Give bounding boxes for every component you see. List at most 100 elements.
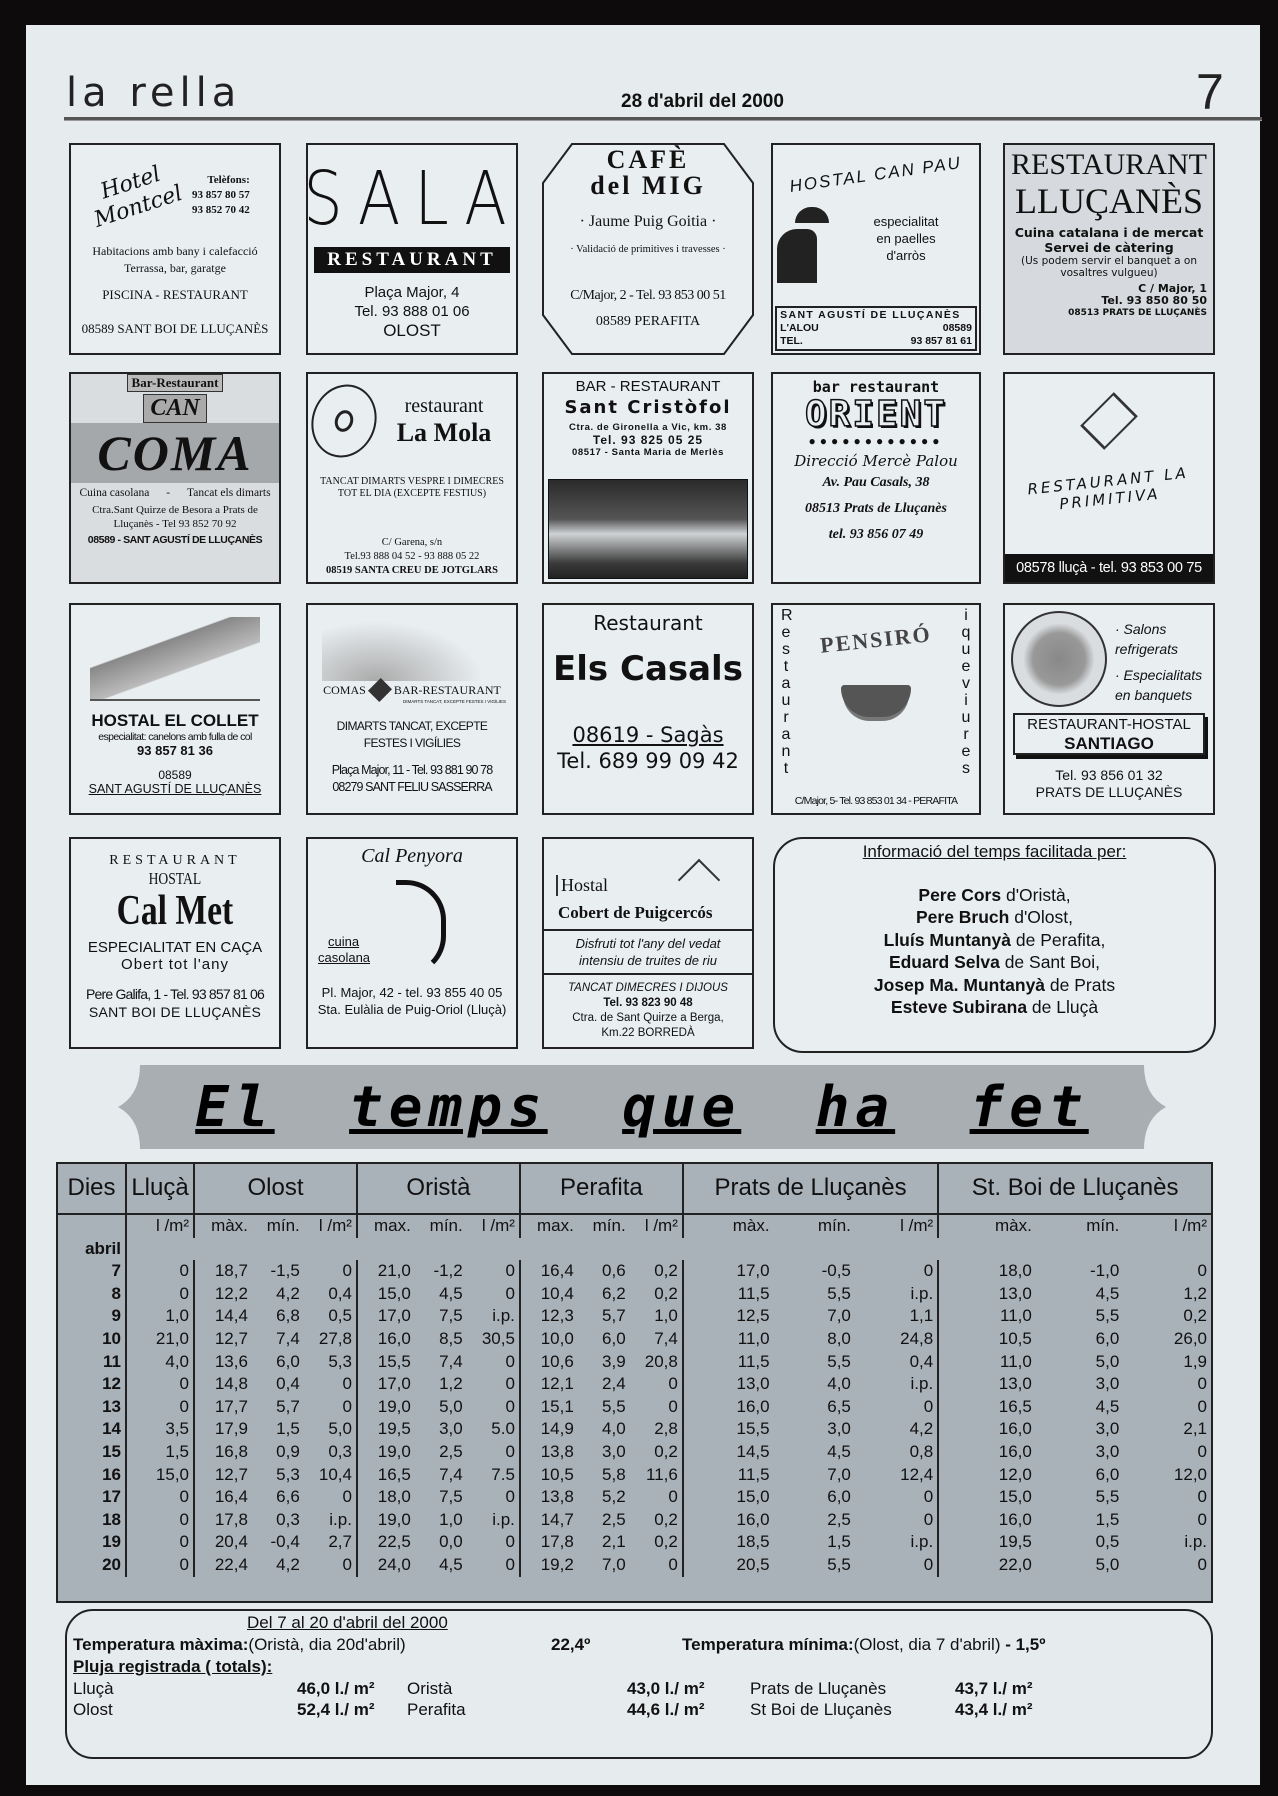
soup-bowl-icon [841,685,911,717]
value-cell: 17,0 [681,1260,774,1283]
value-cell: 12,4 [900,1464,934,1484]
ad-phone: Tel. 93 823 90 48 [603,997,693,1009]
weather-credits-box: Informació del temps facilitada per: Per… [773,837,1216,1053]
column-group-header: Perafita [518,1164,683,1215]
house-icon [677,858,721,902]
value-cell: 5,5 [827,1554,851,1574]
value-cell: 0,4 [276,1374,300,1394]
value-cell: 15,0 [937,1486,1036,1509]
ad-cal-met: RESTAURANT HOSTAL Cal Met ESPECIALITAT E… [69,837,281,1049]
column-subheader: l /m² [644,1216,678,1235]
value-cell: 12,0 [1173,1464,1207,1484]
value-cell: -0,5 [821,1261,851,1281]
value-cell: 4,5 [1095,1396,1120,1416]
value-cell: 0 [923,1396,934,1416]
credit-name: Lluís Muntanyà [883,929,1011,950]
ad-cafe-del-mig: CAFÈ del MIG · Jaume Puig Goitia · · Val… [542,143,754,355]
value-cell: 0 [342,1487,352,1507]
ad-line: en paelles [876,231,936,246]
value-cell: 10,4 [518,1282,578,1306]
value-cell: -1,5 [270,1261,300,1281]
value-cell: 16,5 [937,1395,1036,1419]
ad-phone: Tel. 93 825 05 25 [592,433,704,447]
column-subheader: l /m² [125,1214,194,1238]
table-row: 11 4,0 13,6 6,0 5,3 15,5 7,4 0 10,6 3,9 20,8 11,5 5,… [58,1350,1211,1374]
value-cell: 15,0 [681,1486,774,1509]
value-cell: 0 [668,1554,678,1574]
min-detail: (Olost, dia 7 d'abril) [853,1635,1001,1654]
value-cell: 10,6 [518,1350,578,1374]
value-cell: 2,7 [328,1532,352,1552]
weather-data-table: Dies Lluçà Olost Oristà Perafita Prats de Llu… [58,1164,1211,1597]
column-subheader: l /m² [900,1216,934,1235]
value-cell: 16,0 [681,1508,774,1532]
feature: · Salons refrigerats [1115,621,1179,657]
comas-label: COMAS [323,682,366,697]
max-detail: (Oristà, dia 20d'abril) [248,1635,406,1654]
ad-phone: 93 857 81 36 [137,743,213,758]
llucanes-title: RESTAURANT [1011,148,1207,181]
value-cell: 0 [125,1486,194,1509]
restaurant-arc-label: RESTAURANT [109,853,241,868]
credit-name: Josep Ma. Muntanyà [873,974,1046,995]
rain-value: 43,4 l./ m² [955,1700,1033,1719]
value-cell: 13,6 [193,1350,252,1374]
value-cell: 0 [505,1396,515,1416]
opening: Obert tot l'any [121,956,229,973]
rain-place: Prats de Lluçanès [750,1679,887,1698]
value-cell: 14,7 [518,1508,578,1532]
value-cell: 13,0 [937,1282,1036,1306]
value-cell: 16,5 [355,1463,415,1487]
value-cell: 16,0 [937,1440,1036,1464]
value-cell: 5,5 [1095,1306,1120,1326]
value-cell: -1,2 [433,1261,463,1281]
value-cell: 24,8 [900,1328,934,1348]
ad-address: C/ Garena, s/n [381,537,443,548]
value-cell: 0 [505,1441,515,1461]
day-cell: 9 [111,1306,121,1326]
octagon-frame [542,143,754,355]
value-cell: 6,6 [276,1487,300,1507]
value-cell: 16,4 [193,1486,252,1509]
day-cell: 13 [102,1396,121,1416]
value-cell: 1,5 [1095,1509,1120,1529]
value-cell: 19,5 [355,1418,415,1441]
ad-line: Cuina casolana [79,487,150,499]
ad-line: Cuina catalana i de mercat [1014,225,1204,240]
owner: · Jaume Puig Goitia · [579,213,717,230]
value-cell: i.p. [329,1509,352,1529]
value-cell: 3,0 [1095,1441,1120,1461]
ad-line: intensiu de truites de riu [578,953,718,968]
tel-label: TEL. [780,335,803,347]
ad-address: C/Major, 2 - Tel. 93 853 00 51 [570,288,726,303]
value-cell: 17,8 [518,1531,578,1554]
value-cell: 6,5 [827,1396,851,1416]
ad-sala-restaurant: SALA RESTAURANT Plaça Major, 4 Tel. 93 8… [306,143,518,355]
santiago-title: SANTIAGO [1064,734,1154,753]
value-cell: 0 [125,1553,194,1577]
table-row: 7 0 18,7 -1,5 0 21,0 -1,2 0 16,4 0,6 0,2 17,0 -0,5 0 1… [58,1260,1211,1283]
value-cell: 4,0 [827,1374,851,1394]
value-cell: 19,0 [355,1395,415,1419]
value-cell: 0,8 [909,1441,934,1461]
value-cell: 5,0 [328,1419,352,1439]
value-cell: 4,2 [909,1419,934,1439]
column-group-header: Dies [58,1164,126,1215]
ad-la-primitiva: RESTAURANT LA PRIMITIVA 08578 lluçà - te… [1003,372,1215,584]
ad-town: 08589 - SANT AGUSTÍ DE LLUÇANÈS [87,534,263,546]
value-cell: i.p. [910,1532,934,1552]
value-cell: 15,0 [125,1463,194,1487]
phone: 93 852 70 42 [192,203,250,216]
coat-of-arms-icon [367,677,392,703]
credit-name: Pere Cors [918,884,1002,905]
ad-address: Ctra. de Sant Quirze a Berga, [572,1012,724,1024]
value-cell: 2,5 [602,1509,626,1529]
value-cell: 10,5 [937,1327,1036,1351]
value-cell: 4,0 [602,1419,626,1439]
value-cell: 0,2 [654,1283,678,1303]
ad-line: Tancat els dimarts [187,487,271,499]
day-cell: 18 [102,1509,121,1529]
value-cell: 0 [505,1487,515,1507]
column-subheader: màx. [193,1214,252,1238]
credit-line: Pere Cors d'Oristà, [775,884,1214,907]
